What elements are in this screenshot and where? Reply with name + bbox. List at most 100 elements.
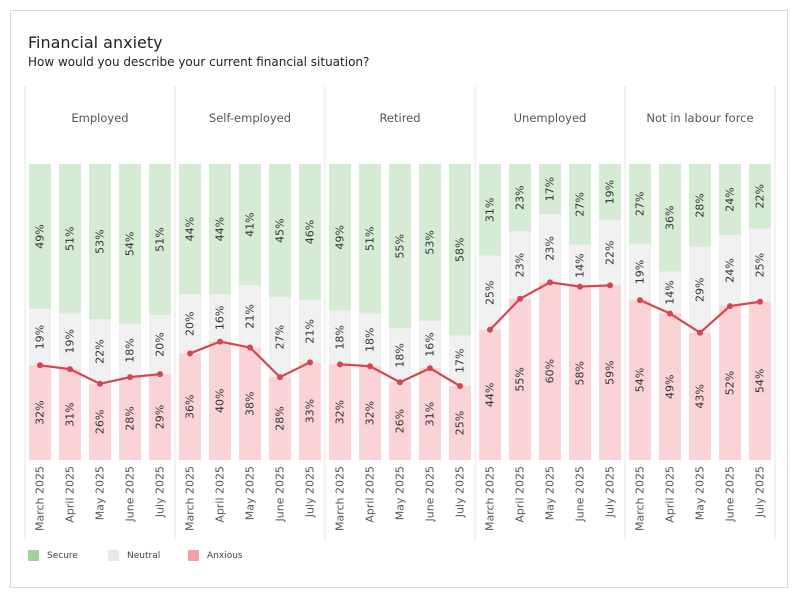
data-label-neutral: 14% xyxy=(664,280,677,304)
bar-secure xyxy=(419,164,441,321)
bar-anxious xyxy=(539,282,561,460)
data-label-neutral: 24% xyxy=(724,258,737,282)
anxious-point xyxy=(547,279,553,286)
bar-anxious xyxy=(689,332,711,460)
x-tick-label: May 2025 xyxy=(394,466,407,520)
bar-neutral xyxy=(659,271,681,314)
data-label-anxious: 36% xyxy=(184,394,197,418)
data-label-anxious: 38% xyxy=(244,392,257,416)
bar-neutral xyxy=(149,314,171,375)
anxious-point xyxy=(727,303,733,310)
bar-anxious xyxy=(749,301,771,460)
anxious-point xyxy=(607,282,613,289)
bar-neutral xyxy=(89,319,111,384)
data-label-anxious: 31% xyxy=(424,402,437,426)
bar-secure xyxy=(599,164,621,221)
data-label-neutral: 19% xyxy=(634,260,647,284)
legend-item-secure: Secure xyxy=(28,550,78,561)
bar-secure xyxy=(359,164,381,314)
data-label-anxious: 26% xyxy=(94,410,107,434)
bar-secure xyxy=(449,164,471,336)
data-label-neutral: 22% xyxy=(94,339,107,363)
data-label-secure: 51% xyxy=(64,227,77,251)
bar-neutral xyxy=(749,228,771,302)
x-tick-label: June 2025 xyxy=(574,466,587,522)
bar-anxious xyxy=(119,377,141,460)
data-label-anxious: 25% xyxy=(454,411,467,435)
anxious-point xyxy=(157,371,163,378)
x-tick-label: May 2025 xyxy=(694,466,707,520)
bar-anxious xyxy=(239,347,261,460)
bar-anxious xyxy=(659,313,681,460)
data-label-anxious: 29% xyxy=(154,405,167,429)
anxious-point xyxy=(487,326,493,333)
data-label-anxious: 32% xyxy=(334,400,347,424)
data-label-anxious: 49% xyxy=(664,375,677,399)
bar-anxious xyxy=(359,366,381,460)
data-label-anxious: 52% xyxy=(724,371,737,395)
data-label-neutral: 21% xyxy=(244,304,257,328)
data-label-secure: 53% xyxy=(94,229,107,253)
bar-neutral xyxy=(629,243,651,301)
x-tick-label: March 2025 xyxy=(634,466,647,531)
bar-neutral xyxy=(329,310,351,365)
bar-secure xyxy=(539,164,561,215)
data-label-neutral: 20% xyxy=(154,332,167,356)
data-label-secure: 58% xyxy=(454,238,467,262)
data-label-neutral: 22% xyxy=(604,241,617,265)
panel-title-employed: Employed xyxy=(71,111,128,125)
bar-secure xyxy=(179,164,201,295)
bar-neutral xyxy=(419,320,441,369)
legend-item-anxious: Anxious xyxy=(188,550,243,561)
data-label-neutral: 20% xyxy=(184,312,197,336)
bar-anxious xyxy=(149,374,171,460)
panel-title-not-in-labour-force: Not in labour force xyxy=(646,111,753,125)
bar-neutral xyxy=(689,246,711,333)
data-label-neutral: 27% xyxy=(274,325,287,349)
bar-secure xyxy=(239,164,261,286)
data-label-secure: 49% xyxy=(34,224,47,248)
bar-neutral xyxy=(29,309,51,366)
bar-anxious xyxy=(449,386,471,460)
data-label-secure: 55% xyxy=(394,234,407,258)
bar-anxious xyxy=(509,298,531,460)
bar-secure xyxy=(329,164,351,311)
anxious-point xyxy=(697,329,703,336)
anxious-point xyxy=(757,298,763,305)
x-tick-label: March 2025 xyxy=(334,466,347,531)
bar-secure xyxy=(689,164,711,247)
data-label-anxious: 33% xyxy=(304,399,317,423)
x-tick-label: June 2025 xyxy=(124,466,137,522)
bar-secure xyxy=(629,164,651,244)
x-tick-label: April 2025 xyxy=(214,466,227,523)
data-label-secure: 24% xyxy=(724,187,737,211)
legend-label-secure: Secure xyxy=(47,550,78,561)
data-label-secure: 27% xyxy=(634,192,647,216)
data-label-anxious: 26% xyxy=(394,409,407,433)
anxious-point xyxy=(577,283,583,290)
bar-secure xyxy=(119,164,141,324)
data-label-anxious: 55% xyxy=(514,367,527,391)
data-label-anxious: 40% xyxy=(214,389,227,413)
bar-anxious xyxy=(329,364,351,460)
x-tick-label: March 2025 xyxy=(484,466,497,531)
bar-neutral xyxy=(179,294,201,354)
x-tick-label: April 2025 xyxy=(514,466,527,523)
bar-neutral xyxy=(359,313,381,367)
anxious-point xyxy=(667,310,673,317)
anxious-point xyxy=(97,380,103,387)
bar-neutral xyxy=(479,255,501,330)
bar-secure xyxy=(209,164,231,295)
bar-anxious xyxy=(299,362,321,460)
bar-anxious xyxy=(629,300,651,460)
anxious-point xyxy=(37,362,43,369)
data-label-neutral: 21% xyxy=(304,319,317,343)
anxious-point xyxy=(277,374,283,381)
legend-swatch-anxious xyxy=(188,550,199,561)
data-label-neutral: 29% xyxy=(694,278,707,302)
x-tick-label: May 2025 xyxy=(94,466,107,520)
x-tick-label: July 2025 xyxy=(154,466,167,518)
data-label-secure: 27% xyxy=(574,192,587,216)
legend-swatch-neutral xyxy=(108,550,119,561)
data-label-anxious: 44% xyxy=(484,383,497,407)
